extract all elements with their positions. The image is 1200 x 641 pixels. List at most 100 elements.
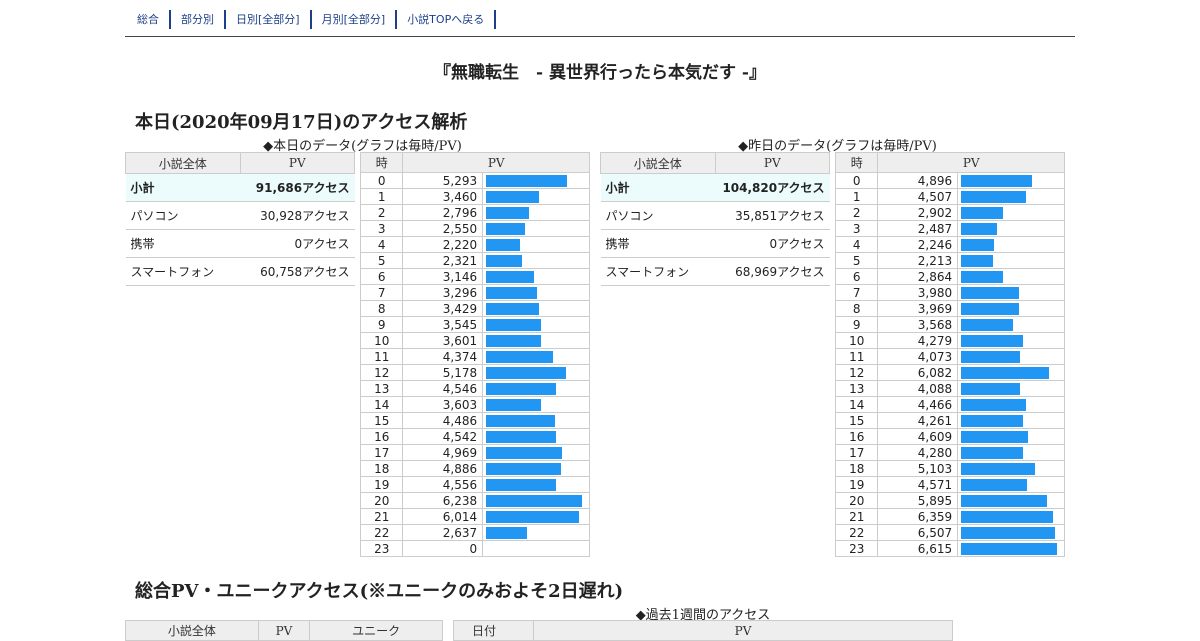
today-hour-row: 19 4,556: [359, 476, 590, 493]
nav-link-0[interactable]: 総合: [127, 10, 171, 29]
yesterday-pv-bar-cell: [957, 236, 1065, 253]
yesterday-hour-row: 14 4,466: [834, 396, 1065, 413]
yesterday-hour-cell: 14: [834, 396, 879, 413]
today-hour-cell: 3: [359, 220, 404, 237]
today-pv-value: 4,556: [402, 476, 484, 493]
total-summary-table: 小説全体 PV ユニーク: [125, 620, 443, 641]
today-pv-bar: [486, 190, 540, 203]
yesterday-pv-bar: [961, 462, 1036, 475]
total-summary-header: 小説全体: [125, 620, 259, 641]
yesterday-hour-cell: 18: [834, 460, 879, 477]
yesterday-pv-value: 6,359: [877, 508, 959, 525]
yesterday-summary-header: 小説全体: [600, 152, 716, 174]
today-pv-bar: [486, 286, 538, 299]
today-pv-bar-cell: [482, 476, 590, 493]
yesterday-summary-row: 携帯 0アクセス: [600, 229, 830, 258]
nav-link-1[interactable]: 部分別: [171, 10, 226, 29]
yesterday-pv-bar: [961, 334, 1024, 347]
today-hour-row: 14 3,603: [359, 396, 590, 413]
today-pv-bar: [486, 318, 542, 331]
yesterday-hour-cell: 9: [834, 316, 879, 333]
yesterday-hour-row: 6 2,864: [834, 268, 1065, 285]
today-hour-row: 7 3,296: [359, 284, 590, 301]
weekly-access-table: 日付 PV: [453, 620, 953, 641]
yesterday-hour-cell: 8: [834, 300, 879, 317]
today-pv-bar: [486, 478, 557, 491]
yesterday-pv-bar: [961, 254, 994, 267]
today-hour-cell: 7: [359, 284, 404, 301]
today-pv-bar-cell: [482, 252, 590, 269]
today-hour-cell: 23: [359, 540, 404, 557]
yesterday-pv-bar-cell: [957, 220, 1065, 237]
today-pv-value: 2,637: [402, 524, 484, 541]
yesterday-pv-bar-cell: [957, 300, 1065, 317]
yesterday-pv-bar-cell: [957, 188, 1065, 205]
today-pv-bar-cell: [482, 524, 590, 541]
today-pv-value: 3,603: [402, 396, 484, 413]
today-pv-bar: [486, 350, 554, 363]
yesterday-pv-value: 4,280: [877, 444, 959, 461]
today-pv-bar-cell: [482, 284, 590, 301]
yesterday-pv-value: 3,568: [877, 316, 959, 333]
yesterday-pv-bar-cell: [957, 268, 1065, 285]
today-pv-bar-cell: [482, 412, 590, 429]
today-pv-bar-cell: [482, 460, 590, 477]
today-hour-row: 16 4,542: [359, 428, 590, 445]
yesterday-pv-value: 2,487: [877, 220, 959, 237]
yesterday-summary-label: パソコン: [600, 201, 715, 230]
today-hour-row: 20 6,238: [359, 492, 590, 509]
yesterday-hour-row: 11 4,073: [834, 348, 1065, 365]
today-pv-value: 6,238: [402, 492, 484, 509]
yesterday-pv-bar-cell: [957, 332, 1065, 349]
yesterday-pv-bar: [961, 382, 1021, 395]
today-pv-value: 3,296: [402, 284, 484, 301]
today-hour-cell: 13: [359, 380, 404, 397]
yesterday-pv-bar-cell: [957, 524, 1065, 541]
today-pv-value: 5,178: [402, 364, 484, 381]
today-pv-bar-cell: [482, 380, 590, 397]
today-hour-cell: 19: [359, 476, 404, 493]
today-pv-bar: [486, 382, 557, 395]
nav-link-4[interactable]: 小説TOPへ戻る: [397, 10, 497, 29]
today-pv-bar: [486, 462, 562, 475]
today-summary-header: PV: [239, 152, 355, 174]
yesterday-hour-row: 15 4,261: [834, 412, 1065, 429]
nav-link-3[interactable]: 月別[全部分]: [312, 10, 398, 29]
today-hour-cell: 12: [359, 364, 404, 381]
yesterday-hour-cell: 2: [834, 204, 879, 221]
today-pv-value: 4,542: [402, 428, 484, 445]
yesterday-pv-bar: [961, 494, 1048, 507]
yesterday-hour-cell: 12: [834, 364, 879, 381]
today-summary-label: スマートフォン: [125, 257, 240, 286]
yesterday-hour-row: 5 2,213: [834, 252, 1065, 269]
today-hour-row: 21 6,014: [359, 508, 590, 525]
yesterday-hour-row: 20 5,895: [834, 492, 1065, 509]
today-pv-bar-cell: [482, 172, 590, 189]
nav-link-2[interactable]: 日別[全部分]: [226, 10, 312, 29]
yesterday-hour-row: 18 5,103: [834, 460, 1065, 477]
yesterday-pv-bar: [961, 222, 998, 235]
yesterday-pv-bar-cell: [957, 540, 1065, 557]
yesterday-hour-cell: 20: [834, 492, 879, 509]
yesterday-pv-bar: [961, 366, 1050, 379]
yesterday-pv-value: 2,864: [877, 268, 959, 285]
yesterday-hour-row: 22 6,507: [834, 524, 1065, 541]
yesterday-pv-value: 6,082: [877, 364, 959, 381]
yesterday-pv-bar-cell: [957, 460, 1065, 477]
today-pv-value: 2,321: [402, 252, 484, 269]
today-summary-value: 91,686アクセス: [240, 173, 355, 202]
yesterday-summary-row: スマートフォン 68,969アクセス: [600, 257, 830, 286]
yesterday-hour-cell: 22: [834, 524, 879, 541]
yesterday-pv-bar: [961, 318, 1014, 331]
today-summary-table: 小説全体 PV 小計 91,686アクセス パソコン 30,928アクセス 携帯 0アクセスス…: [125, 152, 355, 286]
today-hour-cell: 2: [359, 204, 404, 221]
today-pv-bar: [486, 206, 530, 219]
yesterday-pv-bar: [961, 270, 1004, 283]
yesterday-pv-bar: [961, 414, 1024, 427]
yesterday-pv-bar-cell: [957, 316, 1065, 333]
yesterday-hour-row: 23 6,615: [834, 540, 1065, 557]
yesterday-hour-cell: 19: [834, 476, 879, 493]
today-pv-header: PV: [402, 152, 590, 173]
today-hour-cell: 15: [359, 412, 404, 429]
today-hour-cell: 22: [359, 524, 404, 541]
